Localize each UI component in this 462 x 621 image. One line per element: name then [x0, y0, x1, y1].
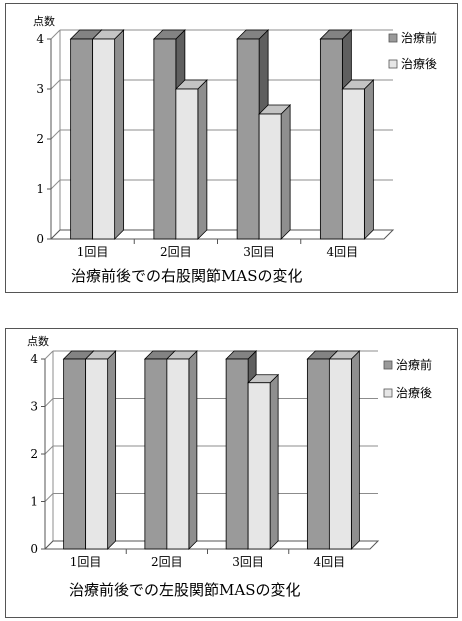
- chart-1-gridline-diag: [50, 129, 61, 140]
- chart-2-gridline-diag: [44, 398, 54, 407]
- chart-2-legend-swatch-2: [383, 388, 393, 398]
- chart-1-gridline-diag: [50, 179, 61, 190]
- chart-2-category-label: 4回目: [314, 555, 346, 569]
- chart-1-legend-label-2: 治療後: [401, 57, 437, 71]
- chart-1-bar-2-2: [174, 79, 208, 240]
- chart-2-bar-2-1: [84, 350, 117, 550]
- chart-2-category-label: 1回目: [70, 555, 102, 569]
- chart-2-legend-swatch-1: [383, 360, 393, 370]
- chart-right-hip: 0 1 2 3 4 点数 1回目 2回目 3回目 4回目治療前後での右股関節MASの変化 治療前治療…: [5, 3, 458, 293]
- chart-1-ytick-label: 3: [36, 82, 44, 96]
- chart-1-ytick-label: 2: [36, 132, 44, 146]
- chart-1-gridline-diag: [50, 79, 61, 90]
- chart-2-y-axis-label: 点数: [27, 335, 49, 348]
- chart-1-ytick-label: 0: [36, 232, 44, 246]
- chart-1-legend-swatch-1: [388, 33, 398, 43]
- chart-2-ytick-label: 4: [30, 352, 38, 366]
- chart-1-legend-swatch-2: [388, 59, 398, 69]
- chart-2-bar-2-2: [165, 350, 198, 550]
- chart-1-ytick-label: 4: [36, 32, 44, 46]
- chart-1-category-label: 1回目: [77, 245, 109, 259]
- chart-2-gridline-diag: [44, 350, 54, 360]
- chart-2-ytick-label: 0: [30, 542, 38, 556]
- chart-2-bar-2-4: [328, 350, 361, 550]
- chart-1-category-label: 4回目: [327, 245, 359, 259]
- chart-2-legend-label-2: 治療後: [396, 386, 432, 400]
- chart-1-category-label: 3回目: [243, 245, 275, 259]
- chart-1-bar-2-1: [91, 29, 125, 240]
- chart-1-gridline-diag: [50, 29, 61, 40]
- chart-2-gridline-diag: [44, 445, 54, 455]
- chart-1-legend-label-1: 治療前: [401, 30, 437, 45]
- chart-2-category-label: 2回目: [151, 555, 183, 569]
- chart-1-bar-2-4: [341, 79, 375, 240]
- chart-2-ytick-label: 1: [30, 495, 38, 509]
- chart-2-title: 治療前後での左股関節MASの変化: [69, 581, 300, 599]
- chart-1-category-label: 2回目: [160, 245, 192, 259]
- chart-2-ytick-label: 2: [30, 447, 38, 461]
- chart-2-legend-label-1: 治療前: [396, 357, 432, 372]
- chart-2-gridline-diag: [44, 493, 54, 502]
- chart-1-y-axis-label: 点数: [33, 15, 55, 28]
- chart-2-ytick-label: 3: [30, 400, 38, 414]
- chart-2-bar-2-3: [247, 373, 280, 550]
- chart-1-title: 治療前後での右股関節MASの変化: [71, 267, 302, 285]
- chart-1-bar-2-3: [258, 104, 292, 240]
- chart-left-hip: 0 1 2 3 4 点数 1回目 2回目 3回目 4回目 治療前後での左股関節MASの変化 治療前治療…: [5, 328, 458, 618]
- chart-2-category-label: 3回目: [232, 555, 264, 569]
- chart-1-ytick-label: 1: [36, 182, 44, 196]
